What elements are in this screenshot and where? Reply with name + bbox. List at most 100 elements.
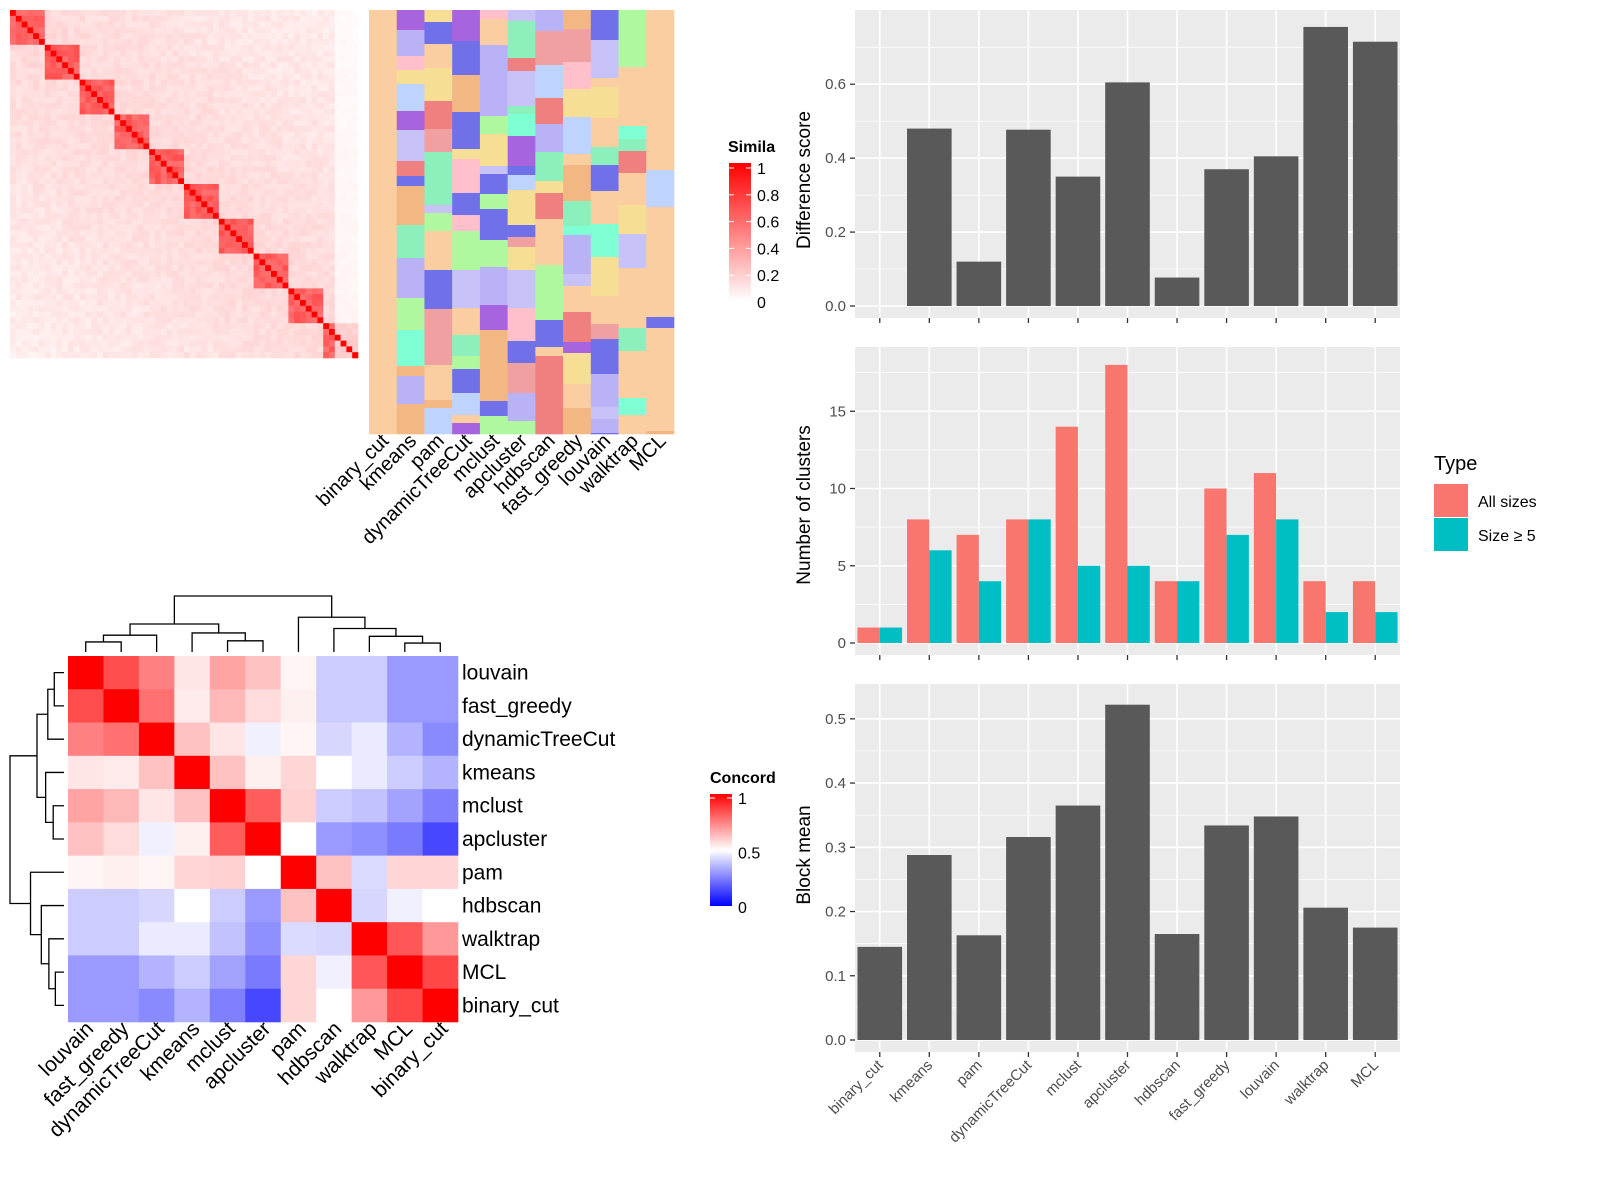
similarity-cell [323, 323, 330, 330]
similarity-cell [10, 207, 17, 214]
similarity-cell [224, 259, 231, 266]
similarity-cell [91, 56, 98, 63]
similarity-cell [184, 352, 191, 359]
similarity-cell [305, 62, 312, 69]
similarity-cell [282, 236, 289, 243]
similarity-cell [346, 276, 353, 283]
similarity-cell [184, 230, 191, 237]
similarity-cell [155, 33, 162, 40]
similarity-cell [15, 323, 22, 330]
similarity-cell [50, 323, 57, 330]
similarity-cell [259, 137, 266, 144]
similarity-cell [189, 131, 196, 138]
similarity-cell [131, 282, 138, 289]
similarity-cell [120, 120, 127, 127]
similarity-cell [149, 271, 156, 278]
similarity-cell [143, 10, 150, 17]
similarity-cell [334, 62, 341, 69]
similarity-cell [102, 149, 109, 156]
similarity-cell [149, 184, 156, 191]
similarity-cell [247, 73, 254, 80]
similarity-cell [224, 91, 231, 98]
similarity-cell [10, 73, 17, 80]
similarity-cell [224, 189, 231, 196]
similarity-cell [126, 236, 133, 243]
similarity-cell [149, 160, 156, 167]
similarity-cell [131, 294, 138, 301]
similarity-cell [288, 62, 295, 69]
cluster-annotation-cell [563, 384, 592, 409]
concordance-cell [68, 722, 104, 757]
cluster-annotation-cell [590, 147, 619, 166]
similarity-cell [184, 294, 191, 301]
similarity-cell [207, 27, 214, 34]
similarity-cell [323, 230, 330, 237]
similarity-cell [242, 311, 249, 318]
similarity-cell [323, 201, 330, 208]
similarity-cell [120, 149, 127, 156]
similarity-cell [62, 15, 69, 22]
similarity-cell [27, 213, 34, 220]
similarity-cell [317, 253, 324, 260]
similarity-cell [346, 68, 353, 75]
similarity-cell [294, 178, 301, 185]
similarity-cell [271, 201, 278, 208]
similarity-cell [108, 317, 115, 324]
similarity-cell [247, 131, 254, 138]
similarity-cell [195, 91, 202, 98]
similarity-cell [247, 201, 254, 208]
similarity-cell [346, 305, 353, 312]
similarity-cell [236, 271, 243, 278]
similarity-cell [137, 68, 144, 75]
concordance-cell [422, 855, 459, 890]
similarity-cell [294, 166, 301, 173]
similarity-cell [160, 282, 167, 289]
similarity-cell [271, 27, 278, 34]
similarity-cell [79, 189, 86, 196]
similarity-cell [131, 149, 138, 156]
similarity-cell [102, 85, 109, 92]
similarity-cell [352, 329, 359, 336]
similarity-cell [143, 62, 150, 69]
similarity-cell [102, 230, 109, 237]
similarity-cell [323, 114, 330, 121]
similarity-cell [352, 131, 359, 138]
similarity-cell [218, 178, 225, 185]
similarity-cell [50, 21, 57, 28]
similarity-cell [166, 178, 173, 185]
similarity-cell [323, 346, 330, 353]
similarity-cell [300, 195, 307, 202]
similarity-cell [201, 131, 208, 138]
similarity-cell [300, 271, 307, 278]
similarity-cell [329, 201, 336, 208]
similarity-cell [305, 126, 312, 133]
y-tick-label: 0.5 [825, 711, 846, 728]
similarity-cell [137, 247, 144, 254]
similarity-cell [39, 178, 46, 185]
similarity-cell [300, 85, 307, 92]
similarity-cell [97, 44, 104, 51]
similarity-cell [311, 242, 318, 249]
similarity-cell [311, 131, 318, 138]
similarity-cell [97, 323, 104, 330]
similarity-cell [39, 155, 46, 162]
similarity-cell [346, 155, 353, 162]
similarity-cell [317, 27, 324, 34]
similarity-cell [317, 44, 324, 51]
similarity-cell [56, 323, 63, 330]
cluster-annotation-cell [424, 22, 453, 45]
similarity-cell [131, 329, 138, 336]
concordance-cell [68, 888, 104, 923]
similarity-cell [68, 91, 75, 98]
similarity-cell [311, 97, 318, 104]
similarity-cell [184, 265, 191, 272]
similarity-cell [265, 21, 272, 28]
similarity-cell [247, 276, 254, 283]
similarity-cell [247, 79, 254, 86]
similarity-cell [323, 195, 330, 202]
similarity-cell [242, 21, 249, 28]
dendrogram-branch [52, 805, 64, 840]
similarity-cell [323, 213, 330, 220]
similarity-cell [172, 131, 179, 138]
